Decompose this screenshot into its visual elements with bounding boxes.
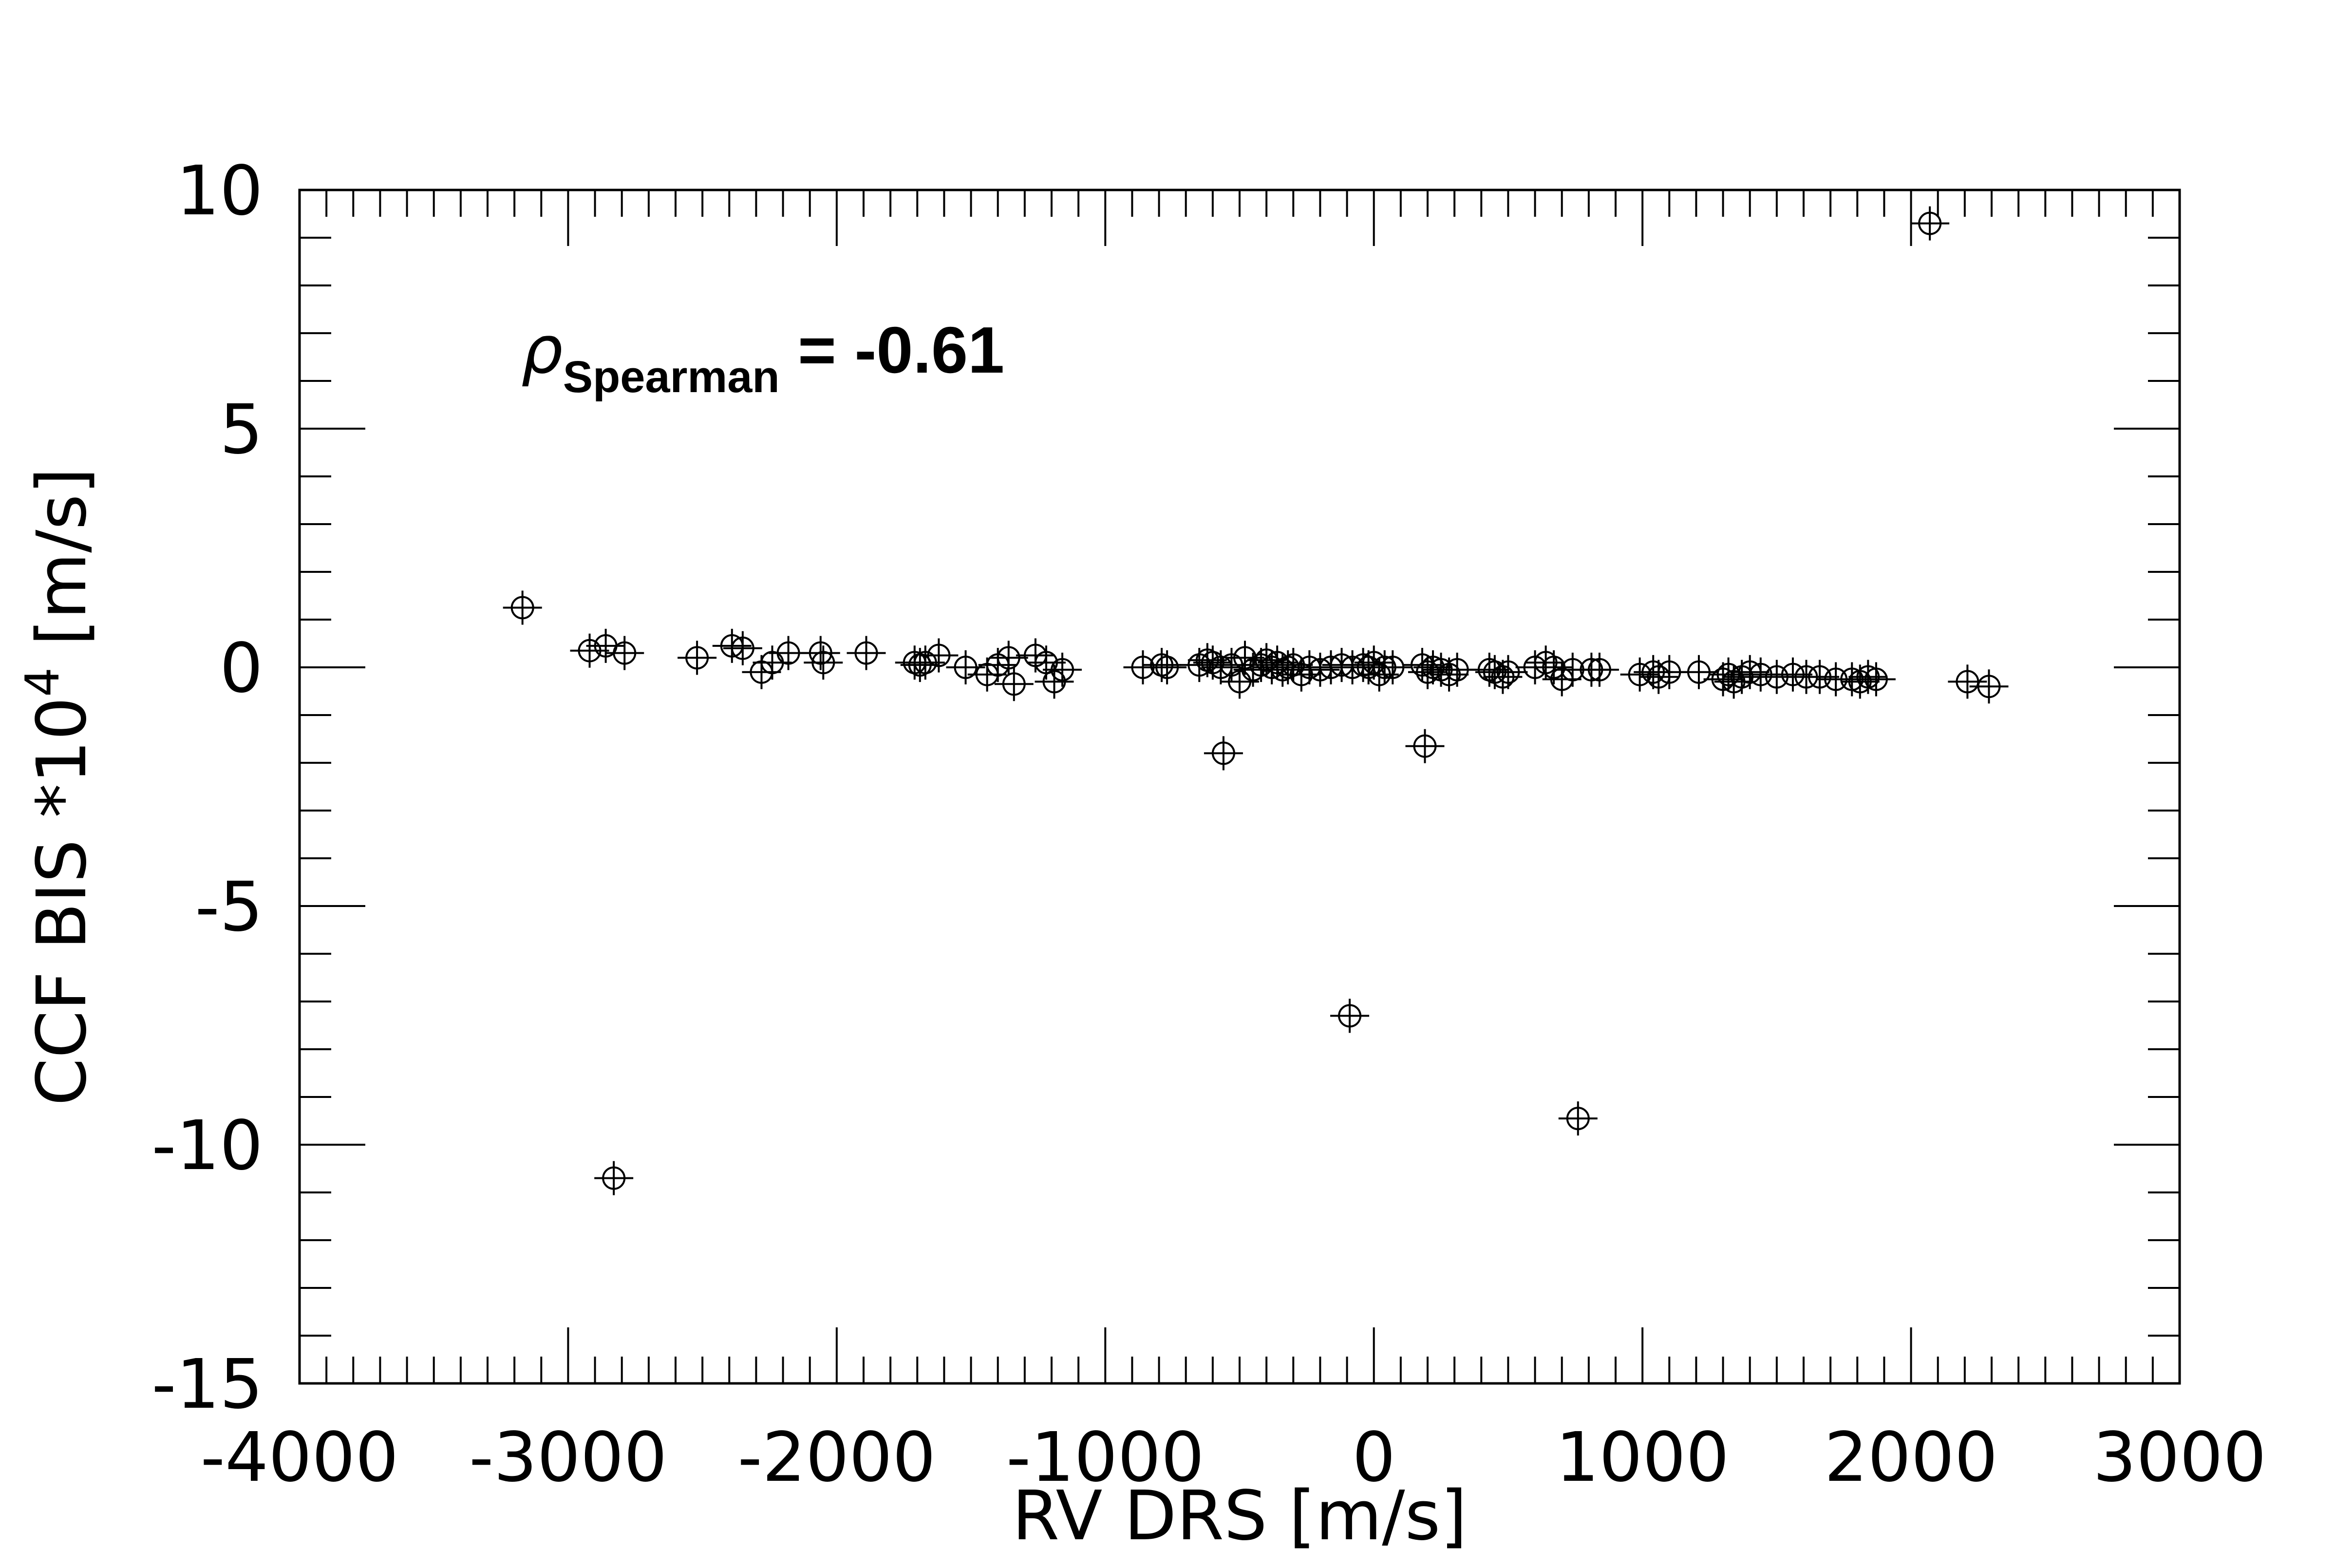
x-tick-label: 0 bbox=[1352, 1418, 1395, 1497]
data-point bbox=[605, 636, 644, 670]
x-tick-label: -3000 bbox=[469, 1418, 667, 1497]
y-tick-label: -10 bbox=[151, 1106, 263, 1186]
rho-value: = -0.61 bbox=[780, 313, 1005, 387]
y-axis-title-main: CCF BIS *10 bbox=[22, 697, 102, 1106]
y-tick-label: 10 bbox=[176, 151, 263, 231]
data-point bbox=[586, 628, 625, 663]
data-point bbox=[978, 648, 1017, 682]
data-point bbox=[1558, 1101, 1598, 1136]
x-tick-label: -2000 bbox=[737, 1418, 936, 1497]
x-tick-label: 3000 bbox=[2093, 1418, 2266, 1497]
data-point bbox=[1856, 662, 1896, 697]
y-axis-title-exponent: 4 bbox=[16, 667, 70, 697]
y-axis-title: CCF BIS *104 [m/s] bbox=[16, 468, 102, 1106]
data-point bbox=[503, 590, 542, 625]
data-point bbox=[678, 641, 717, 675]
y-tick-label: 5 bbox=[220, 390, 263, 470]
y-axis-title-unit: [m/s] bbox=[22, 468, 102, 667]
data-point bbox=[1330, 999, 1370, 1033]
rho-symbol: ρ bbox=[521, 312, 563, 388]
data-point bbox=[989, 641, 1028, 675]
data-point bbox=[1373, 650, 1412, 684]
data-point bbox=[919, 638, 959, 673]
data-point bbox=[594, 1161, 634, 1195]
data-point bbox=[1580, 652, 1619, 687]
y-tick-label: -15 bbox=[151, 1345, 263, 1424]
plot-frame bbox=[298, 189, 2181, 1385]
data-point bbox=[994, 667, 1034, 701]
x-axis-title: RV DRS [m/s] bbox=[1012, 1476, 1467, 1556]
rho-subscript: Spearman bbox=[563, 352, 780, 402]
x-tick-label: -1000 bbox=[1006, 1418, 1205, 1497]
data-point bbox=[1800, 660, 1840, 694]
y-tick-label: -5 bbox=[195, 868, 263, 947]
data-point bbox=[1969, 669, 2009, 704]
data-point bbox=[1910, 206, 1950, 241]
x-tick-label: 2000 bbox=[1824, 1418, 1997, 1497]
data-point bbox=[1016, 638, 1055, 673]
data-point bbox=[1148, 650, 1187, 684]
data-point bbox=[1043, 652, 1082, 687]
data-point bbox=[1405, 729, 1445, 763]
data-point bbox=[1483, 660, 1523, 694]
tick-labels: -4000 -3000 -2000 -1000 0 1000 2000 3000 -15 -10 -… bbox=[151, 151, 2266, 1497]
x-tick-label: 1000 bbox=[1556, 1418, 1729, 1497]
data-point bbox=[1679, 655, 1718, 689]
data-point bbox=[1534, 650, 1574, 684]
data-point bbox=[570, 633, 609, 668]
data-point bbox=[723, 631, 762, 665]
data-point bbox=[1204, 736, 1243, 771]
data-points bbox=[503, 206, 2009, 1195]
data-point bbox=[1948, 664, 1987, 699]
data-point bbox=[847, 636, 886, 670]
y-tick-label: 0 bbox=[220, 629, 263, 708]
data-point bbox=[1488, 655, 1528, 689]
spearman-annotation: ρSpearman = -0.61 bbox=[521, 312, 1004, 402]
data-point bbox=[804, 645, 843, 680]
x-tick-label: -4000 bbox=[201, 1418, 399, 1497]
